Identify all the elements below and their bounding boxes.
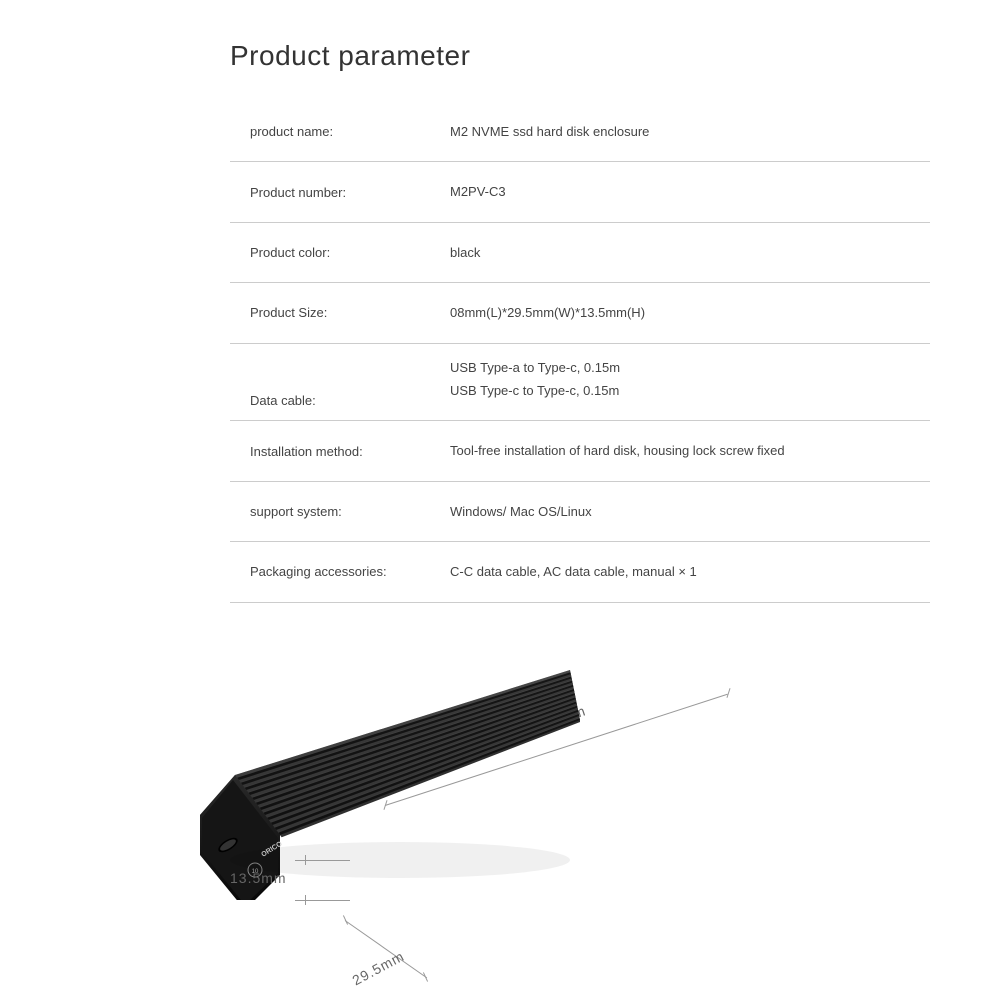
spec-row: Packaging accessories:C-C data cable, AC…: [230, 542, 930, 602]
spec-row: product name:M2 NVME ssd hard disk enclo…: [230, 102, 930, 162]
spec-label: Installation method:: [230, 421, 430, 481]
dim-height-tick: [305, 895, 306, 905]
spec-row: support system:Windows/ Mac OS/Linux: [230, 481, 930, 541]
spec-label: Product color:: [230, 222, 430, 282]
page-title: Product parameter: [230, 40, 941, 72]
ssd-enclosure-icon: 10 ORICO: [200, 660, 580, 900]
spec-row: Installation method:Tool-free installati…: [230, 421, 930, 481]
spec-table: product name:M2 NVME ssd hard disk enclo…: [230, 102, 930, 603]
spec-label: Packaging accessories:: [230, 542, 430, 602]
product-illustration: 108mm: [200, 660, 800, 980]
spec-value: Windows/ Mac OS/Linux: [430, 481, 930, 541]
spec-row: Product Size:08mm(L)*29.5mm(W)*13.5mm(H): [230, 283, 930, 343]
spec-value: C-C data cable, AC data cable, manual × …: [430, 542, 930, 602]
spec-label: Data cable:: [230, 343, 430, 421]
spec-value: M2 NVME ssd hard disk enclosure: [430, 102, 930, 162]
spec-label: product name:: [230, 102, 430, 162]
dim-length-tick: [726, 688, 730, 698]
spec-row: Data cable:USB Type-a to Type-c, 0.15mUS…: [230, 343, 930, 421]
dim-height-tick: [305, 855, 306, 865]
spec-label: support system:: [230, 481, 430, 541]
dim-height-line: [295, 860, 350, 861]
spec-value: black: [430, 222, 930, 282]
spec-value: USB Type-a to Type-c, 0.15mUSB Type-c to…: [430, 343, 930, 421]
dim-width-label: 29.5mm: [350, 948, 407, 989]
spec-value: M2PV-C3: [430, 162, 930, 222]
spec-label: Product number:: [230, 162, 430, 222]
spec-value: Tool-free installation of hard disk, hou…: [430, 421, 930, 481]
dim-height-line: [295, 900, 350, 901]
spec-row: Product number:M2PV-C3: [230, 162, 930, 222]
spec-label: Product Size:: [230, 283, 430, 343]
spec-row: Product color:black: [230, 222, 930, 282]
dim-height-label: 13.5mm: [230, 870, 287, 886]
spec-value: 08mm(L)*29.5mm(W)*13.5mm(H): [430, 283, 930, 343]
